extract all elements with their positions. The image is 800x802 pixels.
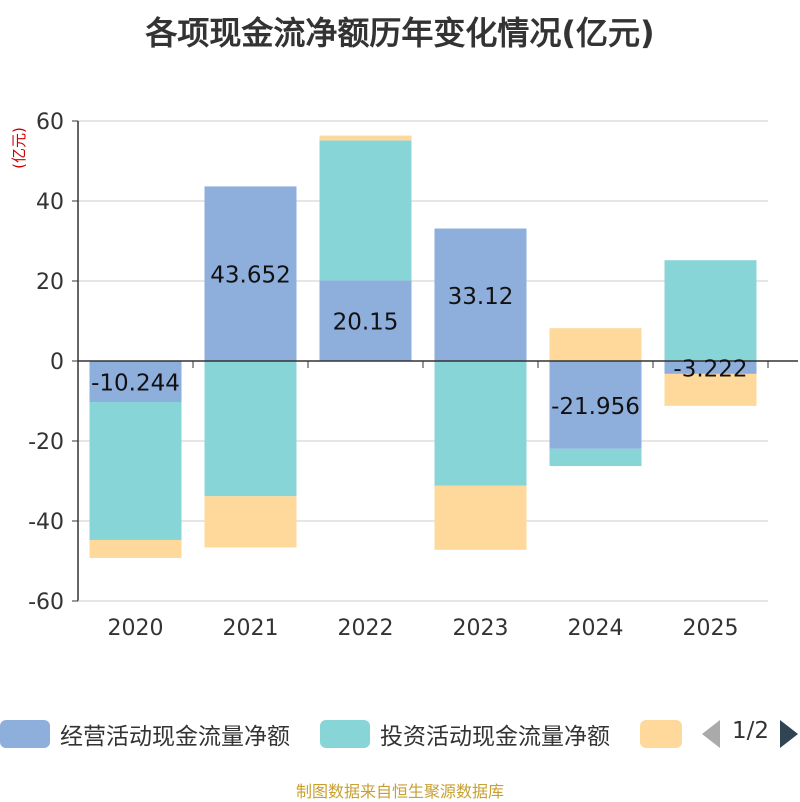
chevron-left-icon[interactable] bbox=[702, 720, 720, 748]
bar-2025-series-2 bbox=[664, 373, 757, 406]
bar-2022-series-1 bbox=[319, 140, 412, 281]
bar-2020-series-1 bbox=[89, 401, 182, 540]
y-tick-label: 60 bbox=[36, 110, 64, 135]
chevron-right-icon[interactable] bbox=[780, 720, 798, 748]
bar-2021-series-2 bbox=[204, 496, 297, 548]
bar-2024-series-0 bbox=[549, 361, 642, 449]
y-tick-label: -20 bbox=[28, 430, 64, 455]
y-tick-label: -60 bbox=[28, 590, 64, 615]
data-label-2020: -10.244 bbox=[91, 370, 180, 396]
bar-2025-series-0 bbox=[664, 361, 757, 374]
bar-2021-series-0 bbox=[204, 186, 297, 361]
legend-swatch-operating bbox=[0, 720, 50, 748]
bar-2024-series-2 bbox=[549, 328, 642, 361]
data-label-2023: 33.12 bbox=[448, 284, 514, 310]
legend-page-indicator: 1/2 bbox=[732, 718, 770, 744]
x-tick-label: 2025 bbox=[683, 616, 739, 641]
x-tick-label: 2023 bbox=[453, 616, 509, 641]
bar-2020-series-0 bbox=[89, 361, 182, 402]
legend-swatch-investing bbox=[320, 720, 370, 748]
bar-2022-series-0 bbox=[319, 280, 412, 361]
legend-item-operating[interactable]: 经营活动现金流量净额 bbox=[0, 716, 290, 752]
bar-2020-series-2 bbox=[89, 539, 182, 558]
x-tick-label: 2024 bbox=[568, 616, 624, 641]
bar-2024-series-1 bbox=[549, 448, 642, 467]
x-tick-label: 2020 bbox=[108, 616, 164, 641]
legend-label-investing: 投资活动现金流量净额 bbox=[380, 724, 610, 750]
source-note: 制图数据来自恒生聚源数据库 bbox=[295, 782, 504, 801]
bar-2021-series-1 bbox=[204, 361, 297, 497]
data-label-2025: -3.222 bbox=[673, 356, 747, 382]
axes: 60 40 20 0 -20 -40 -60 2020 2021 2022 2023 2024 2025… bbox=[10, 110, 798, 641]
x-tick-label: 2022 bbox=[338, 616, 394, 641]
bar-2023-series-1 bbox=[434, 361, 527, 486]
bar-2022-series-2 bbox=[319, 135, 412, 141]
bar-2023-series-2 bbox=[434, 485, 527, 550]
x-tick-label: 2021 bbox=[223, 616, 279, 641]
y-tick-label: -40 bbox=[28, 510, 64, 535]
y-axis-label: (亿元) bbox=[10, 127, 28, 169]
data-labels: -10.244 43.652 20.15 33.12 -21.956 -3.222 bbox=[91, 263, 747, 420]
chart-title: 各项现金流净额历年变化情况(亿元) bbox=[145, 14, 655, 52]
data-label-2021: 43.652 bbox=[210, 263, 290, 289]
bars bbox=[89, 135, 757, 558]
legend: 经营活动现金流量净额 投资活动现金流量净额 1/2 bbox=[0, 716, 800, 752]
y-tick-label: 40 bbox=[36, 190, 64, 215]
legend-item-investing[interactable]: 投资活动现金流量净额 bbox=[320, 716, 610, 752]
y-tick-label: 0 bbox=[50, 350, 64, 375]
legend-swatch-financing bbox=[640, 720, 682, 748]
y-tick-label: 20 bbox=[36, 270, 64, 295]
bar-2025-series-1 bbox=[664, 260, 757, 361]
legend-item-financing[interactable] bbox=[640, 716, 682, 752]
data-label-2024: -21.956 bbox=[551, 394, 640, 420]
legend-pager: 1/2 bbox=[700, 716, 800, 752]
data-label-2022: 20.15 bbox=[333, 310, 399, 336]
bar-2023-series-0 bbox=[434, 228, 527, 361]
legend-label-operating: 经营活动现金流量净额 bbox=[60, 724, 290, 750]
